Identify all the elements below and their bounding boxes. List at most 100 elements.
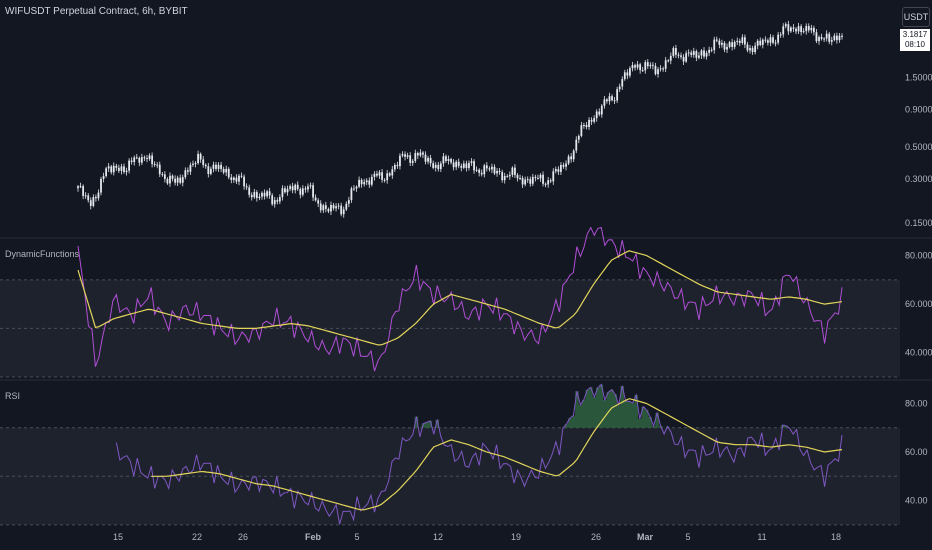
candle-body xyxy=(373,173,376,177)
time-axis-tick: 26 xyxy=(591,532,601,542)
candle-body xyxy=(669,55,672,61)
candle-body xyxy=(322,205,325,211)
candle-body xyxy=(554,169,557,172)
candle-body xyxy=(194,163,197,165)
candle-body xyxy=(240,175,243,177)
dynamic-functions-line xyxy=(77,226,843,372)
candle-body xyxy=(698,55,700,58)
candle-body xyxy=(455,161,458,168)
candle-body xyxy=(690,52,693,55)
candle-body xyxy=(138,157,141,163)
time-axis-tick: 11 xyxy=(757,532,766,542)
rsi-line xyxy=(115,383,843,525)
candle-body xyxy=(217,164,220,169)
candle-body xyxy=(667,60,670,62)
candle-body xyxy=(429,157,432,164)
pane-axis-tick: 80.00 xyxy=(905,398,928,408)
candle-body xyxy=(117,167,120,171)
candle-body xyxy=(511,167,514,175)
candle-body xyxy=(363,182,366,185)
candle-body xyxy=(820,37,823,39)
candle-body xyxy=(718,40,721,45)
candle-body xyxy=(521,178,524,185)
candle-body xyxy=(606,99,608,102)
candle-body xyxy=(618,86,621,90)
candle-body xyxy=(480,172,483,175)
candle-body xyxy=(726,46,728,50)
candle-body xyxy=(261,192,263,197)
candle-body xyxy=(327,208,330,212)
candle-body xyxy=(741,37,744,43)
candle-body xyxy=(769,37,772,43)
candle-body xyxy=(133,157,136,163)
candle-body xyxy=(353,188,355,190)
candle-body xyxy=(92,197,95,206)
candle-body xyxy=(815,32,818,42)
candle-body xyxy=(542,174,544,184)
time-axis-tick: 5 xyxy=(354,532,359,542)
candle-body xyxy=(761,39,764,45)
candle-body xyxy=(276,200,279,202)
candle-body xyxy=(130,160,133,163)
candle-body xyxy=(107,166,110,169)
candle-body xyxy=(634,65,636,68)
candle-body xyxy=(230,177,233,180)
candle-body xyxy=(623,72,626,80)
candle-body xyxy=(207,166,210,174)
time-axis-tick: 18 xyxy=(831,532,841,542)
candle-body xyxy=(335,206,337,209)
last-price: 3.1817 xyxy=(902,30,928,39)
candle-body xyxy=(163,174,166,179)
candle-body xyxy=(835,35,838,41)
candle-body xyxy=(784,24,787,27)
candle-body xyxy=(151,155,154,164)
candle-body xyxy=(340,205,343,215)
candle-body xyxy=(286,188,289,193)
candle-body xyxy=(307,186,309,190)
candle-body xyxy=(161,174,164,176)
currency-button[interactable]: USDT xyxy=(902,7,930,27)
candle-body xyxy=(301,188,304,195)
candle-body xyxy=(345,203,348,210)
candle-body xyxy=(294,184,297,191)
candle-body xyxy=(664,60,667,69)
candle-body xyxy=(728,42,731,47)
candle-body xyxy=(125,170,128,173)
candle-body xyxy=(148,155,151,160)
candle-body xyxy=(531,176,534,184)
candle-body xyxy=(135,157,138,159)
candle-body xyxy=(332,205,335,209)
candle-body xyxy=(580,125,583,136)
candle-body xyxy=(483,165,486,175)
candle-body xyxy=(583,124,585,126)
candle-body xyxy=(401,154,404,156)
candle-body xyxy=(570,156,573,160)
candle-body xyxy=(370,176,373,185)
candle-body xyxy=(102,176,105,179)
candle-body xyxy=(675,48,677,55)
candle-body xyxy=(289,186,291,189)
pane-axis-tick: 60.00 xyxy=(905,447,928,457)
candle-body xyxy=(680,55,682,57)
time-axis-tick: 19 xyxy=(511,532,521,542)
candle-body xyxy=(100,178,102,193)
candle-body xyxy=(296,184,299,190)
candle-body xyxy=(537,177,539,179)
candle-body xyxy=(654,65,657,75)
candle-body xyxy=(560,165,562,172)
candle-body xyxy=(687,52,690,54)
time-axis-tick: 22 xyxy=(192,532,202,542)
candle-body xyxy=(437,164,440,170)
candle-body xyxy=(488,168,491,170)
candle-body xyxy=(526,179,529,181)
candle-body xyxy=(146,158,148,160)
candle-body xyxy=(347,200,350,204)
candle-body xyxy=(427,157,429,162)
candle-body xyxy=(713,39,716,51)
candle-body xyxy=(179,177,182,183)
candle-body xyxy=(491,166,493,170)
candle-body xyxy=(235,177,238,182)
